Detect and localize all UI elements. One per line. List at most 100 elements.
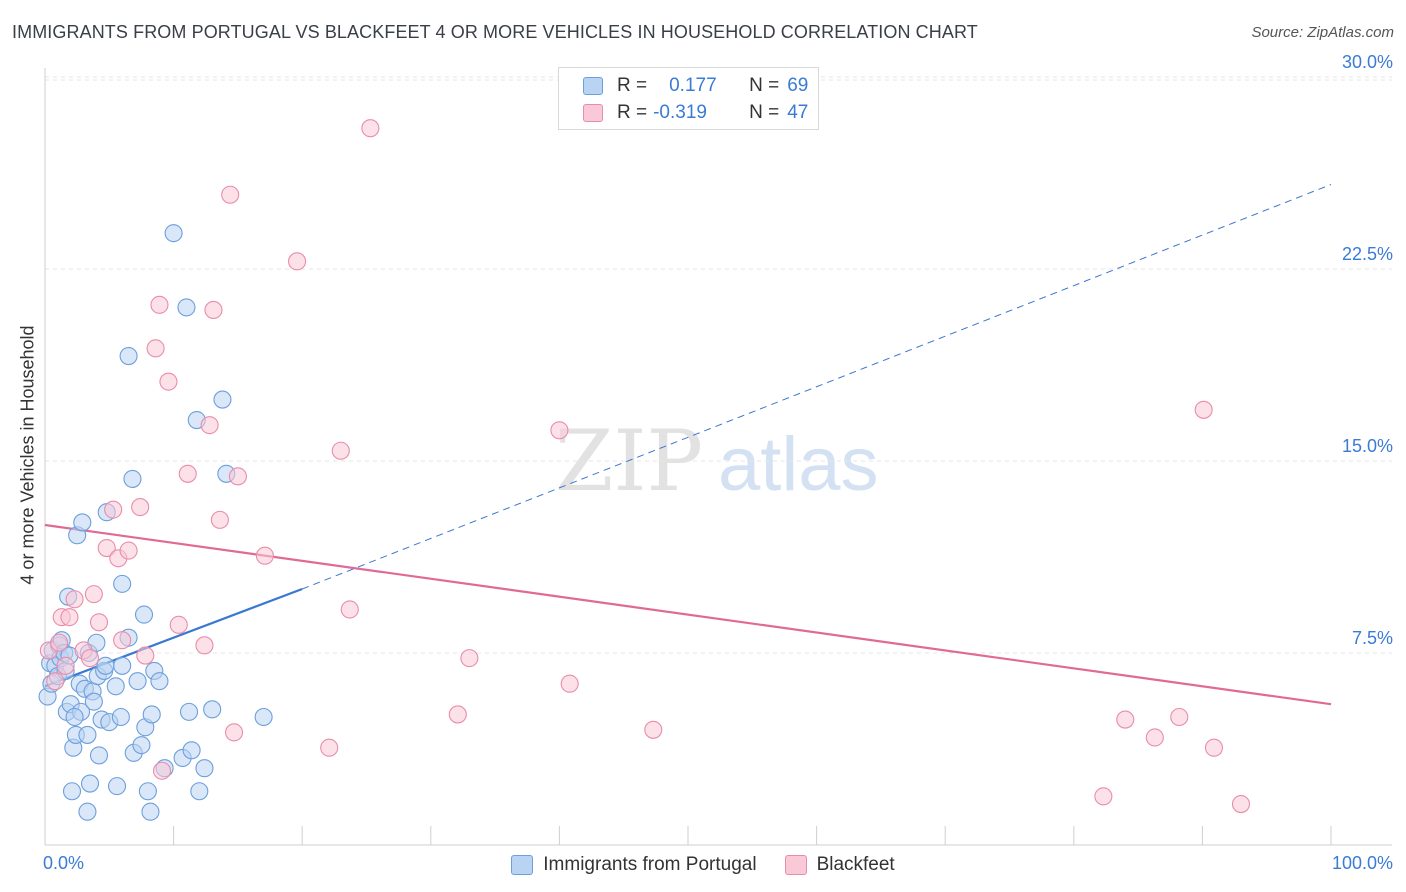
data-point-portugal [73, 513, 92, 532]
trend-line-solid [44, 587, 303, 688]
data-point-blackfeet [460, 649, 479, 668]
data-point-blackfeet [221, 185, 240, 204]
data-point-blackfeet [97, 538, 116, 558]
data-point-portugal [96, 656, 115, 675]
pink-swatch [784, 855, 807, 875]
data-point-portugal [254, 707, 273, 727]
data-point-blackfeet [195, 636, 214, 655]
data-point-blackfeet [1231, 794, 1251, 814]
y-tick-label: 30.0% [1342, 52, 1393, 72]
data-point-blackfeet [340, 600, 359, 619]
legend-stats: R = 0.177 N = 69 R = -0.319 N = 47 [558, 67, 819, 130]
pink-swatch [583, 104, 603, 122]
data-point-portugal [213, 390, 232, 409]
data-point-blackfeet [448, 705, 467, 724]
data-point-blackfeet [65, 590, 84, 609]
data-point-portugal [128, 672, 147, 691]
data-point-blackfeet [361, 119, 380, 138]
watermark-atlas: atlas [718, 422, 879, 507]
data-point-portugal [203, 700, 222, 719]
points-blackfeet [39, 119, 1251, 814]
data-point-portugal [164, 224, 183, 243]
data-point-portugal [89, 746, 109, 765]
data-point-blackfeet [131, 498, 150, 517]
data-point-blackfeet [152, 761, 172, 780]
data-point-portugal [113, 574, 132, 593]
data-point-portugal [111, 707, 130, 727]
data-point-blackfeet [1194, 400, 1213, 419]
data-point-portugal [119, 346, 138, 366]
legend-item-blackfeet[interactable]: Blackfeet [784, 854, 895, 876]
data-point-blackfeet [560, 674, 579, 693]
r-label: R = [617, 75, 648, 96]
data-point-blackfeet [178, 464, 197, 483]
data-point-blackfeet [104, 500, 123, 519]
data-point-portugal [138, 782, 157, 801]
source-label: Source: ZipAtlas.com [1251, 24, 1394, 41]
data-point-blackfeet [288, 252, 307, 271]
blue-swatch [583, 77, 603, 95]
n-value: 69 [787, 75, 809, 96]
data-point-blackfeet [200, 416, 219, 435]
trend-line-solid [44, 523, 1332, 706]
data-point-blackfeet [644, 720, 663, 739]
r-value: 0.177 [669, 75, 717, 96]
y-axis-label: 4 or more Vehicles in Household [17, 325, 38, 585]
data-point-portugal [190, 782, 209, 801]
r-value: -0.319 [653, 102, 707, 123]
data-point-portugal [107, 777, 127, 796]
data-point-blackfeet [119, 541, 138, 560]
data-point-blackfeet [1170, 707, 1189, 727]
data-point-blackfeet [89, 613, 109, 632]
points-immigrants-from-portugal [38, 224, 273, 821]
data-point-blackfeet [113, 631, 132, 650]
legend-item-portugal[interactable]: Immigrants from Portugal [511, 854, 757, 876]
legend-series: Immigrants from Portugal Blackfeet [0, 851, 1406, 879]
trend-immigrants-from-portugal [44, 184, 1332, 688]
data-point-blackfeet [146, 339, 165, 358]
data-point-blackfeet [150, 295, 169, 314]
blue-swatch [511, 855, 534, 875]
data-point-portugal [141, 802, 160, 821]
legend-label: Blackfeet [816, 854, 895, 875]
axes [44, 68, 1392, 846]
trend-blackfeet [44, 523, 1332, 706]
data-point-blackfeet [136, 646, 155, 665]
data-point-portugal [195, 759, 214, 778]
legend-stats-row-blackfeet: R = -0.319 N = 47 [583, 101, 808, 125]
data-point-portugal [106, 677, 125, 696]
x-tick-label: 0.0% [43, 853, 84, 873]
data-point-blackfeet [1204, 738, 1224, 757]
legend-stats-row-portugal: R = 0.177 N = 69 [583, 74, 808, 98]
tick-labels: 7.5% 15.0% 22.5% 30.0% 0.0% 100.0% [43, 52, 1393, 873]
data-point-portugal [65, 707, 84, 727]
data-point-blackfeet [169, 615, 188, 634]
data-point-blackfeet [80, 649, 100, 668]
data-point-portugal [62, 782, 82, 801]
data-point-blackfeet [255, 546, 274, 565]
data-point-portugal [182, 741, 201, 760]
data-point-portugal [80, 774, 100, 793]
chart-title: IMMIGRANTS FROM PORTUGAL VS BLACKFEET 4 … [12, 22, 978, 42]
data-point-portugal [177, 298, 196, 317]
data-point-blackfeet [1145, 728, 1164, 747]
y-tick-label: 15.0% [1342, 436, 1393, 456]
data-point-portugal [179, 702, 199, 721]
r-label: R = [617, 102, 648, 123]
data-point-blackfeet [1094, 787, 1113, 806]
data-point-portugal [84, 692, 103, 711]
data-point-blackfeet [159, 372, 178, 391]
data-point-blackfeet [46, 672, 65, 691]
n-label: N = [749, 102, 780, 123]
x-tick-label: 100.0% [1332, 853, 1393, 873]
trend-line-dashed [302, 184, 1332, 590]
data-point-blackfeet [56, 656, 75, 675]
n-value: 47 [787, 102, 809, 123]
data-point-blackfeet [331, 441, 350, 460]
data-point-portugal [150, 672, 169, 691]
data-point-portugal [142, 705, 161, 724]
data-point-portugal [123, 469, 142, 488]
watermark: ZIP atlas [555, 412, 879, 510]
data-point-blackfeet [204, 300, 223, 320]
